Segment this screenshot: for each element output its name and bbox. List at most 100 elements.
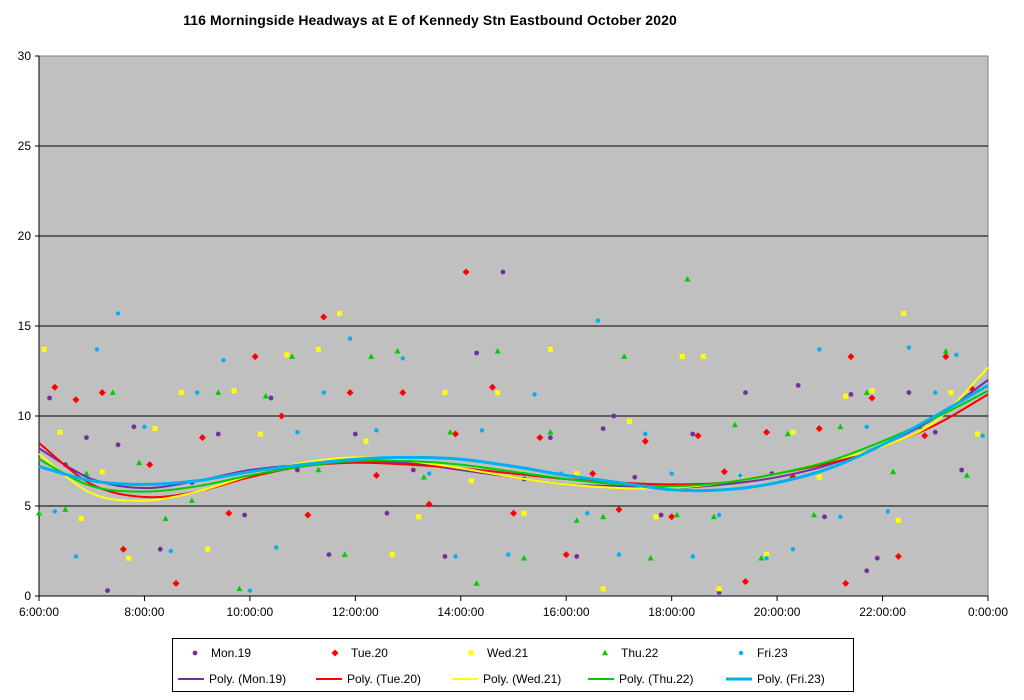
data-point-wed-21 <box>315 346 321 352</box>
legend-item-fri-23: Fri.23 <box>729 641 788 665</box>
x-tick-label: 22:00:00 <box>859 605 906 619</box>
data-point-thu-22 <box>262 393 269 399</box>
legend-line-swatch <box>316 678 342 680</box>
data-point-fri-23 <box>764 556 769 561</box>
data-point-fri-23 <box>73 554 79 559</box>
data-point-thu-22 <box>394 348 401 354</box>
data-point-fri-23 <box>426 471 432 476</box>
data-point-thu-22 <box>62 506 69 512</box>
data-point-wed-21 <box>284 352 290 358</box>
data-point-thu-22 <box>758 555 765 561</box>
data-point-fri-23 <box>194 390 200 395</box>
data-point-wed-21 <box>41 346 47 352</box>
data-point-wed-21 <box>126 555 132 561</box>
legend-item-wed-21: Wed.21 <box>459 641 528 665</box>
data-point-mon-19 <box>352 431 358 437</box>
data-point-tue-20 <box>372 471 380 479</box>
data-point-fri-23 <box>247 588 253 593</box>
data-point-fri-23 <box>532 392 537 397</box>
data-point-thu-22 <box>963 472 970 478</box>
data-point-wed-21 <box>416 514 422 520</box>
data-point-wed-21 <box>57 429 63 435</box>
data-point-wed-21 <box>99 469 105 475</box>
legend-marker <box>192 650 198 656</box>
data-point-thu-22 <box>784 430 791 437</box>
data-point-mon-19 <box>157 546 163 552</box>
x-tick-label: 12:00:00 <box>332 605 379 619</box>
data-point-fri-23 <box>400 356 405 361</box>
data-point-mon-19 <box>874 555 880 561</box>
data-point-tue-20 <box>720 468 728 476</box>
data-point-wed-21 <box>790 429 796 435</box>
trend-line-fri-23 <box>38 384 989 493</box>
data-point-wed-21 <box>626 418 632 424</box>
data-point-mon-19 <box>864 568 870 574</box>
data-point-tue-20 <box>462 268 470 276</box>
x-tick-label: 14:00:00 <box>437 605 484 619</box>
legend-marker <box>738 650 744 656</box>
data-point-wed-21 <box>78 516 84 522</box>
data-point-thu-22 <box>547 429 554 435</box>
data-point-thu-22 <box>36 510 42 516</box>
data-point-thu-22 <box>109 389 116 395</box>
data-point-fri-23 <box>479 428 485 433</box>
data-point-thu-22 <box>731 421 738 428</box>
legend-line-swatch <box>178 678 204 680</box>
legend-item-tue-20: Tue.20 <box>323 641 388 665</box>
data-point-fri-23 <box>274 545 279 550</box>
data-point-mon-19 <box>500 269 506 275</box>
data-point-thu-22 <box>215 389 222 395</box>
x-tick-label: 20:00:00 <box>754 605 801 619</box>
x-tick-label: 18:00:00 <box>648 605 695 619</box>
data-point-fri-23 <box>295 430 300 435</box>
x-tick-label: 6:00:00 <box>19 605 59 619</box>
data-point-wed-21 <box>764 552 770 558</box>
legend-item-trend-fri-23: Poly. (Fri.23) <box>725 667 825 691</box>
legend-marker-shape <box>331 649 339 657</box>
data-point-wed-21 <box>337 310 343 316</box>
y-tick-label: 30 <box>18 49 32 63</box>
data-point-fri-23 <box>817 347 822 352</box>
data-point-fri-23 <box>980 433 985 438</box>
data-point-wed-21 <box>152 426 158 432</box>
data-point-thu-22 <box>289 353 296 359</box>
data-point-tue-20 <box>668 513 676 521</box>
legend-label: Thu.22 <box>621 646 659 660</box>
y-tick-label: 0 <box>24 589 31 603</box>
gridlines <box>39 145 988 507</box>
data-point-fri-23 <box>954 352 959 357</box>
legend-item-trend-tue-20: Poly. (Tue.20) <box>315 667 421 691</box>
data-point-thu-22 <box>600 513 607 520</box>
data-point-wed-21 <box>205 546 211 552</box>
data-point-fri-23 <box>595 318 601 323</box>
legend-line-swatch <box>452 678 478 680</box>
legend-item-mon-19: Mon.19 <box>183 641 251 665</box>
x-axis: 6:00:00 8:00:00 10:00:00 12:00:00 14:00:00 16… <box>19 595 1008 619</box>
data-point-wed-21 <box>468 478 474 484</box>
data-point-mon-19 <box>848 392 854 397</box>
data-point-wed-21 <box>389 552 395 558</box>
data-point-fri-23 <box>52 509 58 514</box>
data-point-tue-20 <box>741 578 749 586</box>
data-point-tue-20 <box>842 579 850 587</box>
data-point-mon-19 <box>215 431 221 437</box>
data-point-fri-23 <box>453 554 458 559</box>
legend-label: Poly. (Tue.20) <box>347 672 422 686</box>
data-point-wed-21 <box>974 431 980 437</box>
data-point-thu-22 <box>573 517 580 523</box>
data-point-tue-20 <box>894 552 902 560</box>
data-point-fri-23 <box>321 390 326 395</box>
legend-label: Tue.20 <box>351 646 388 660</box>
data-point-thu-22 <box>188 497 195 503</box>
data-point-wed-21 <box>574 471 580 477</box>
data-point-thu-22 <box>447 429 454 435</box>
data-point-wed-21 <box>816 474 822 480</box>
data-point-thu-22 <box>863 389 870 395</box>
data-point-mon-19 <box>932 429 938 435</box>
data-point-thu-22 <box>521 555 528 561</box>
data-point-tue-20 <box>615 506 623 514</box>
legend-item-trend-thu-22: Poly. (Thu.22) <box>587 667 693 691</box>
data-point-tue-20 <box>51 383 59 391</box>
data-point-thu-22 <box>621 353 628 359</box>
